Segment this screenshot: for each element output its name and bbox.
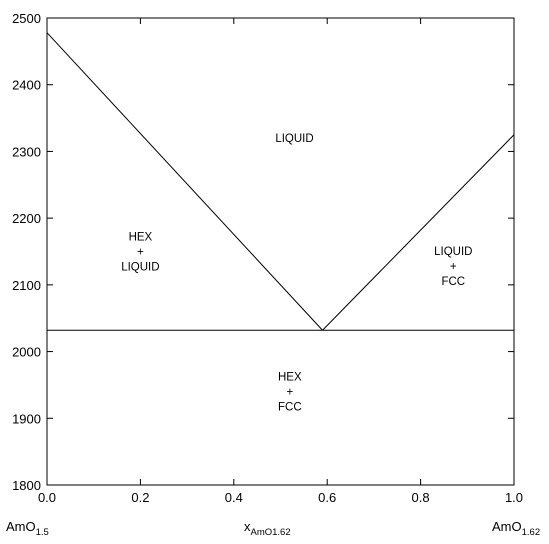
plot-frame xyxy=(46,17,515,486)
region-label-line: + xyxy=(286,387,293,399)
phase-boundaries xyxy=(46,32,515,331)
region-label-line: FCC xyxy=(441,276,465,288)
left-endmember-label: AmO1.5 xyxy=(6,519,49,538)
region-label-line: + xyxy=(450,261,457,273)
region-label-line: HEX xyxy=(278,372,302,384)
x-tick-label: 0.8 xyxy=(412,490,430,505)
region-label-line: LIQUID xyxy=(121,262,159,274)
y-tick-label: 2300 xyxy=(12,144,41,159)
y-tick-label: 2100 xyxy=(12,278,41,293)
right-endmember-label: AmO1.62 xyxy=(492,519,540,538)
y-tick-label: 2500 xyxy=(12,11,41,26)
y-tick-label: 2200 xyxy=(12,211,41,226)
region-labels: LIQUID HEX + LIQUID LIQUID + FCC HEX + FCC xyxy=(121,133,472,414)
region-label-line: FCC xyxy=(278,402,302,414)
phase-boundary-line xyxy=(46,32,323,331)
x-tick-label: 1.0 xyxy=(505,490,523,505)
x-tick-label: 0.4 xyxy=(225,490,243,505)
axis-ticks: 1800 1900 2000 2100 2200 2300 2400 2500 0.0 0.2 0.… xyxy=(12,11,523,505)
region-label-line: + xyxy=(137,247,144,259)
phase-boundary-line xyxy=(322,134,515,331)
region-label-line: LIQUID xyxy=(434,246,472,258)
region-label-line: LIQUID xyxy=(275,133,313,145)
region-label-line: HEX xyxy=(129,232,153,244)
x-tick-label: 0.2 xyxy=(131,490,149,505)
y-tick-label: 2000 xyxy=(12,345,41,360)
x-axis-title: xAmO1.62 xyxy=(244,519,291,538)
y-tick-label: 1900 xyxy=(12,411,41,426)
y-tick-label: 2400 xyxy=(12,78,41,93)
x-tick-label: 0.6 xyxy=(318,490,336,505)
y-tick-label: 1800 xyxy=(12,478,41,493)
x-tick-label: 0.0 xyxy=(38,490,56,505)
